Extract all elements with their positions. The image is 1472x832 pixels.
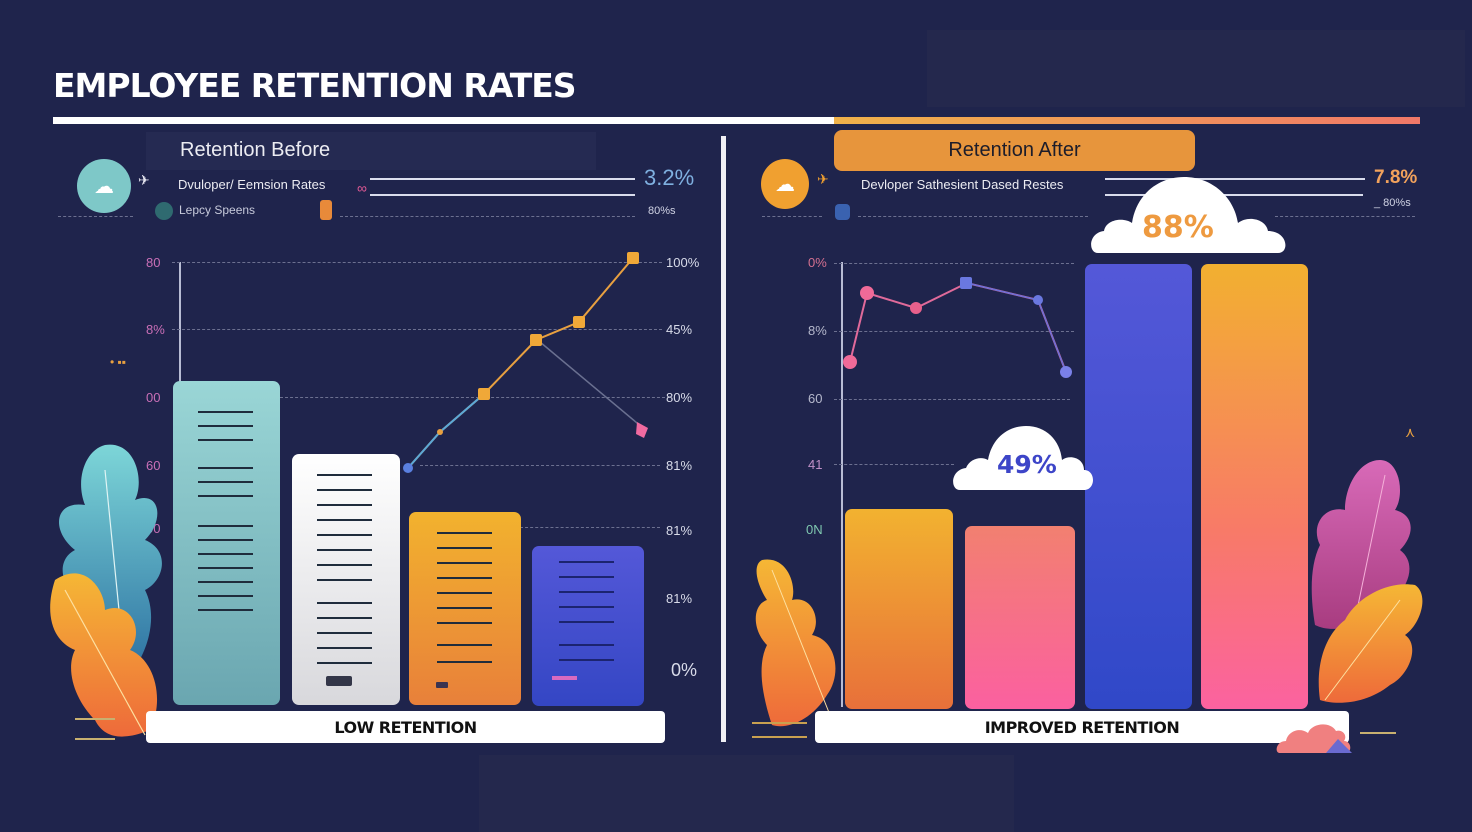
- legend-line-1: [1105, 178, 1365, 180]
- small-cloud-decoration: [1276, 724, 1352, 753]
- gridline: [280, 397, 670, 398]
- teal-badge-icon: [155, 202, 173, 220]
- plane-icon: ✈: [138, 172, 150, 188]
- blue-badge-icon: [835, 204, 850, 220]
- gridline: [834, 263, 1074, 264]
- y-axis-line: [179, 262, 181, 392]
- right-panel-heading: Retention After: [834, 130, 1195, 171]
- pen-decoration: [1360, 712, 1396, 734]
- legend-item-1-value: 3.2%: [644, 165, 695, 190]
- legend-dashed-line: [58, 216, 133, 217]
- y-axis-line: [841, 262, 843, 707]
- leaf-decoration-left: [50, 444, 162, 737]
- bar-before-2: [292, 454, 400, 705]
- right-axis-tick: 80%: [666, 390, 693, 405]
- panel-divider: [721, 136, 726, 742]
- legend-dashed-line: [762, 216, 822, 217]
- legend-item-2-value: 80%s: [648, 205, 676, 217]
- gridline: [834, 331, 1074, 332]
- left-panel-footer: LOW RETENTION: [146, 711, 665, 743]
- legend-item-2-value: _ 80%s: [1374, 197, 1411, 209]
- bar-after-4: [1201, 264, 1308, 709]
- leaf-decoration-bottom-left: [755, 559, 836, 727]
- y-axis-tick: 8%: [146, 322, 165, 337]
- gridline: [520, 527, 660, 528]
- legend-item-1-label: Devloper Sathesient Dased Restes: [861, 177, 1064, 192]
- y-axis-tick: 00: [146, 390, 161, 405]
- callout-cloud-high: [1091, 177, 1286, 253]
- bar-before-4: [532, 546, 644, 706]
- left-panel-heading: Retention Before: [146, 132, 596, 170]
- plane-icon: ✈: [817, 171, 829, 187]
- y-axis-tick: 60: [808, 391, 823, 406]
- legend-line-2: [1105, 194, 1363, 196]
- y-axis-tick: 0%: [808, 255, 827, 270]
- y-axis-tick: 60: [146, 458, 161, 473]
- bar-before-1: [173, 381, 280, 705]
- legend-dashed-line: [1275, 216, 1415, 217]
- page-title: EMPLOYEE RETENTION RATES: [53, 66, 577, 105]
- y-axis-tick: 0N: [806, 522, 823, 537]
- right-panel-footer: IMPROVED RETENTION: [815, 711, 1349, 743]
- callout-high-value: 88%: [1142, 210, 1214, 245]
- callout-low-value: 49%: [997, 450, 1057, 479]
- legend-item-1-label: Dvuloper/ Eemsion Rates: [178, 177, 326, 192]
- right-axis-tick: 81%: [666, 523, 693, 538]
- lock-icon: [320, 200, 332, 220]
- background-panel-bottom: [479, 755, 1014, 832]
- legend-item-1-value: 7.8%: [1374, 167, 1418, 188]
- books-decoration: [752, 722, 807, 738]
- line-overlay-after: [843, 277, 1072, 378]
- title-underline-accent: [834, 117, 1420, 124]
- right-axis-tick: 100%: [666, 255, 700, 270]
- right-axis-tick: 81%: [666, 458, 693, 473]
- background-panel-top-right: [927, 30, 1465, 107]
- bar-after-2: [965, 526, 1075, 709]
- legend-line-2: [370, 194, 635, 196]
- right-axis-tick: 45%: [666, 322, 693, 337]
- gridline: [172, 262, 662, 263]
- gridline: [834, 464, 954, 465]
- gridline: [420, 465, 660, 466]
- gridline: [834, 399, 1070, 400]
- book-stack-decoration: [75, 718, 115, 740]
- bar-after-3: [1085, 264, 1192, 709]
- legend-dashed-line: [340, 216, 635, 217]
- y-axis-tick: 8%: [808, 323, 827, 338]
- teal-cloud-icon: ☁: [77, 159, 131, 213]
- gridline: [172, 329, 662, 330]
- right-axis-tick: 0%: [671, 660, 698, 680]
- y-axis-tick: 41: [808, 457, 823, 472]
- legend-item-2-label: Lepcy Speens: [179, 203, 256, 217]
- legend-dashed-line: [858, 216, 1088, 217]
- y-axis-tick: 80: [146, 255, 161, 270]
- small-dots-decoration: • ▪▪: [110, 355, 127, 369]
- legend-line-1: [370, 178, 635, 180]
- bar-after-1: [845, 509, 953, 709]
- bar-before-3: [409, 512, 521, 705]
- line-overlay-before: [403, 252, 648, 473]
- leaf-decoration-right: [1311, 460, 1423, 703]
- pink-ribbon-icon: ∞: [357, 180, 367, 196]
- spark-decoration: ⋏: [1405, 424, 1416, 440]
- orange-cloud-icon: ☁: [761, 159, 809, 209]
- title-underline: [53, 117, 835, 124]
- callout-cloud-low: [953, 426, 1093, 490]
- right-axis-tick: 81%: [666, 591, 693, 606]
